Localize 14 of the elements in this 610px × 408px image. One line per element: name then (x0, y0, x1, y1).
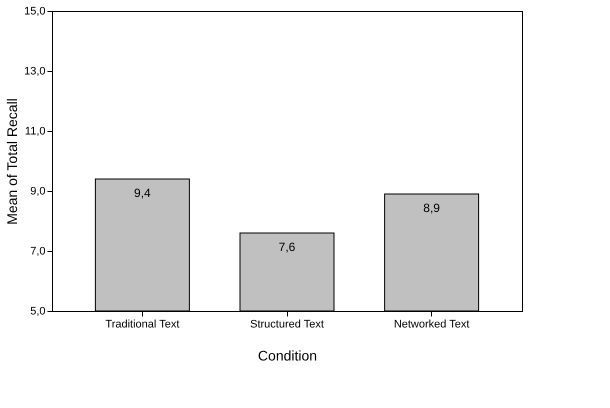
y-tick-label: 5,0 (30, 306, 46, 318)
y-tick-label: 15,0 (24, 6, 46, 18)
x-axis-title: Condition (258, 348, 318, 364)
y-tick-label: 13,0 (24, 66, 46, 78)
y-tick-label: 9,0 (30, 186, 46, 198)
x-tick-label: Structured Text (250, 318, 324, 330)
y-tick-label: 11,0 (24, 126, 46, 138)
data-label: 7,6 (278, 240, 296, 254)
x-tick-label: Traditional Text (105, 318, 180, 330)
data-label: 9,4 (134, 186, 152, 200)
x-tick-label: Networked Text (394, 318, 470, 330)
data-label: 8,9 (423, 201, 440, 215)
y-tick-label: 7,0 (30, 246, 46, 258)
y-axis-title: Mean of Total Recall (4, 98, 20, 225)
